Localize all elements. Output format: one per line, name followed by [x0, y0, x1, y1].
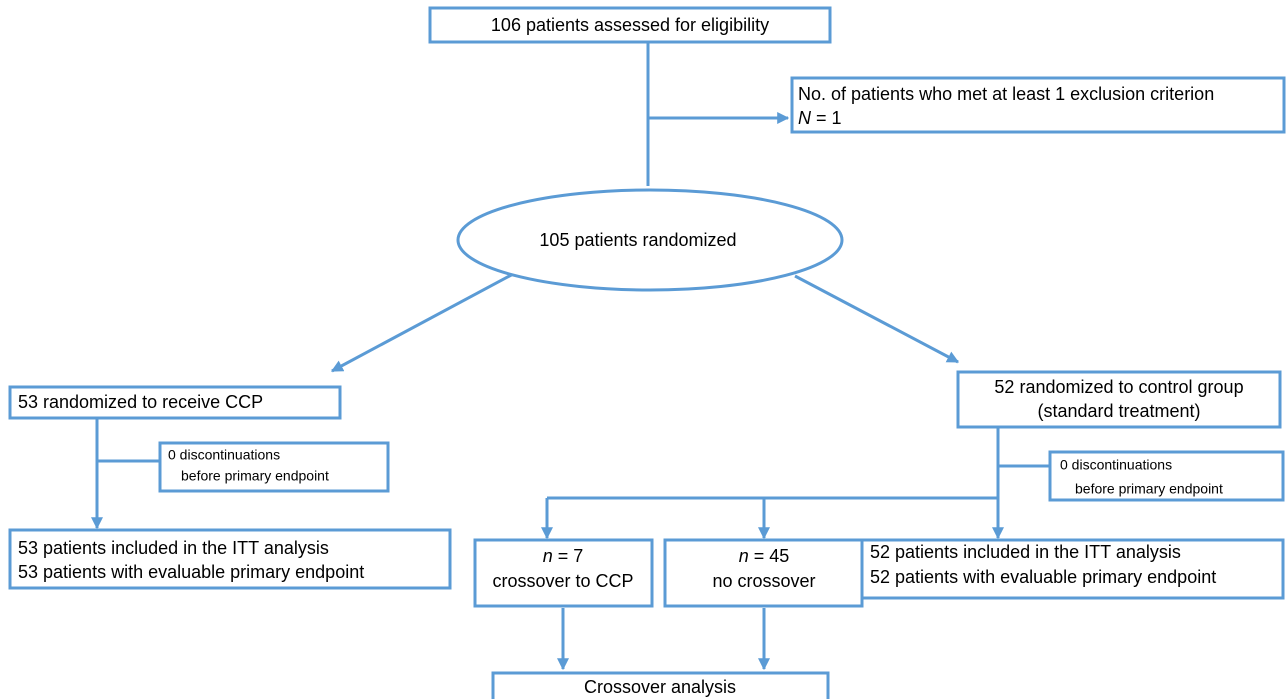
node-text: (standard treatment): [1037, 401, 1200, 421]
node-text: 0 discontinuations: [168, 447, 280, 463]
node-text: 53 patients with evaluable primary endpo…: [18, 562, 364, 582]
text: = 1: [811, 108, 842, 128]
node-box: [491, 671, 830, 699]
node-box: [860, 538, 1285, 600]
node-text: n = 7: [543, 546, 584, 566]
text: = 7: [553, 546, 584, 566]
node-box: [428, 6, 832, 44]
italic-text: N: [798, 108, 812, 128]
node-box: [790, 76, 1286, 134]
node-box: [8, 385, 342, 420]
node-text: No. of patients who met at least 1 exclu…: [798, 84, 1214, 104]
text: = 45: [749, 546, 790, 566]
node-text: before primary endpoint: [181, 468, 329, 484]
italic-text: n: [739, 546, 749, 566]
node-text: Crossover analysis: [584, 677, 736, 697]
node-text: no crossover: [712, 571, 815, 591]
node-text: 52 patients included in the ITT analysis: [870, 542, 1181, 562]
node-text: crossover to CCP: [492, 571, 633, 591]
node-text: 106 patients assessed for eligibility: [491, 15, 769, 35]
node-text: 52 patients with evaluable primary endpo…: [870, 567, 1216, 587]
node-box: [473, 538, 654, 608]
arrow: [330, 271, 516, 373]
node-text: before primary endpoint: [1075, 481, 1223, 497]
arrow: [794, 274, 960, 364]
italic-text: n: [543, 546, 553, 566]
node-text: 53 randomized to receive CCP: [18, 392, 263, 412]
node-text: N = 1: [798, 108, 842, 128]
node-ellipse: [456, 188, 844, 292]
node-text: 0 discontinuations: [1060, 457, 1172, 473]
node-box: [158, 441, 390, 493]
node-text: 105 patients randomized: [539, 230, 736, 250]
node-text: n = 45: [739, 546, 790, 566]
node-text: 52 randomized to control group: [994, 377, 1243, 397]
node-box: [956, 370, 1282, 429]
node-box: [1048, 450, 1285, 502]
node-box: [8, 528, 452, 590]
node-text: 53 patients included in the ITT analysis: [18, 538, 329, 558]
